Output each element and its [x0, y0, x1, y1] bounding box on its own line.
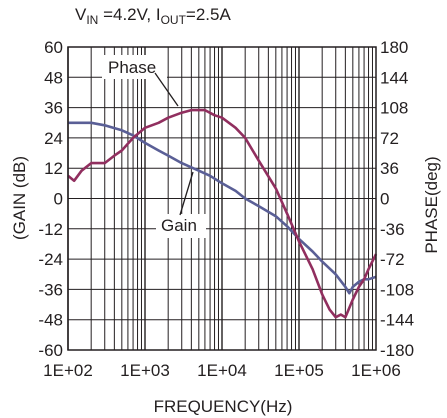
left-tick-label: 0	[54, 190, 63, 209]
x-tick-label: 1E+06	[351, 361, 401, 380]
left-tick-label: 24	[44, 129, 63, 148]
plot-frame	[67, 46, 377, 351]
phase-label: Phase	[108, 58, 156, 77]
right-tick-label: -144	[380, 311, 414, 330]
series-layer	[67, 108, 378, 319]
right-tick-label: -36	[380, 220, 405, 239]
right-tick-label: -72	[380, 250, 405, 269]
x-tick-label: 1E+03	[120, 361, 170, 380]
x-axis-title: FREQUENCY(Hz)	[154, 397, 293, 416]
phase-leader-line	[154, 72, 179, 107]
left-axis-title: (GAIN (dB)	[10, 156, 29, 240]
series-line-phase	[67, 108, 378, 319]
right-tick-label: -108	[380, 280, 414, 299]
left-tick-label: 36	[44, 99, 63, 118]
x-axis: 1E+02 1E+03 1E+04 1E+05 1E+06	[43, 361, 401, 380]
right-tick-label: 36	[380, 159, 399, 178]
right-tick-label: 180	[380, 38, 408, 57]
right-tick-label: 0	[380, 190, 389, 209]
right-tick-label: -180	[380, 341, 414, 360]
left-tick-label: -24	[38, 250, 63, 269]
gain-label-bg	[156, 214, 206, 238]
gain-leader-line	[179, 171, 194, 216]
left-tick-label: -48	[38, 311, 63, 330]
left-tick-label: -36	[38, 280, 63, 299]
left-tick-label: 48	[44, 68, 63, 87]
right-tick-label: 108	[380, 99, 408, 118]
left-axis: 60 48 36 24 12 0 -12 -24 -36 -48 -60	[38, 38, 63, 360]
left-tick-label: 12	[44, 159, 63, 178]
grid	[67, 46, 376, 351]
left-tick-label: -60	[38, 341, 63, 360]
right-axis-title: PHASE(deg)	[422, 156, 441, 253]
right-axis: 180 144 108 72 36 0 -36 -72 -108 -144 -180	[380, 38, 414, 360]
left-tick-label: 60	[44, 38, 63, 57]
x-tick-label: 1E+05	[274, 361, 324, 380]
right-tick-label: 144	[380, 68, 408, 87]
chart-header: VIN =4.2V, IOUT=2.5A	[75, 5, 231, 27]
gain-label: Gain	[161, 216, 197, 235]
x-tick-label: 1E+04	[197, 361, 247, 380]
x-tick-label: 1E+02	[43, 361, 93, 380]
left-tick-label: -12	[38, 220, 63, 239]
series-line-gain	[68, 121, 377, 295]
right-tick-label: 72	[380, 129, 399, 148]
